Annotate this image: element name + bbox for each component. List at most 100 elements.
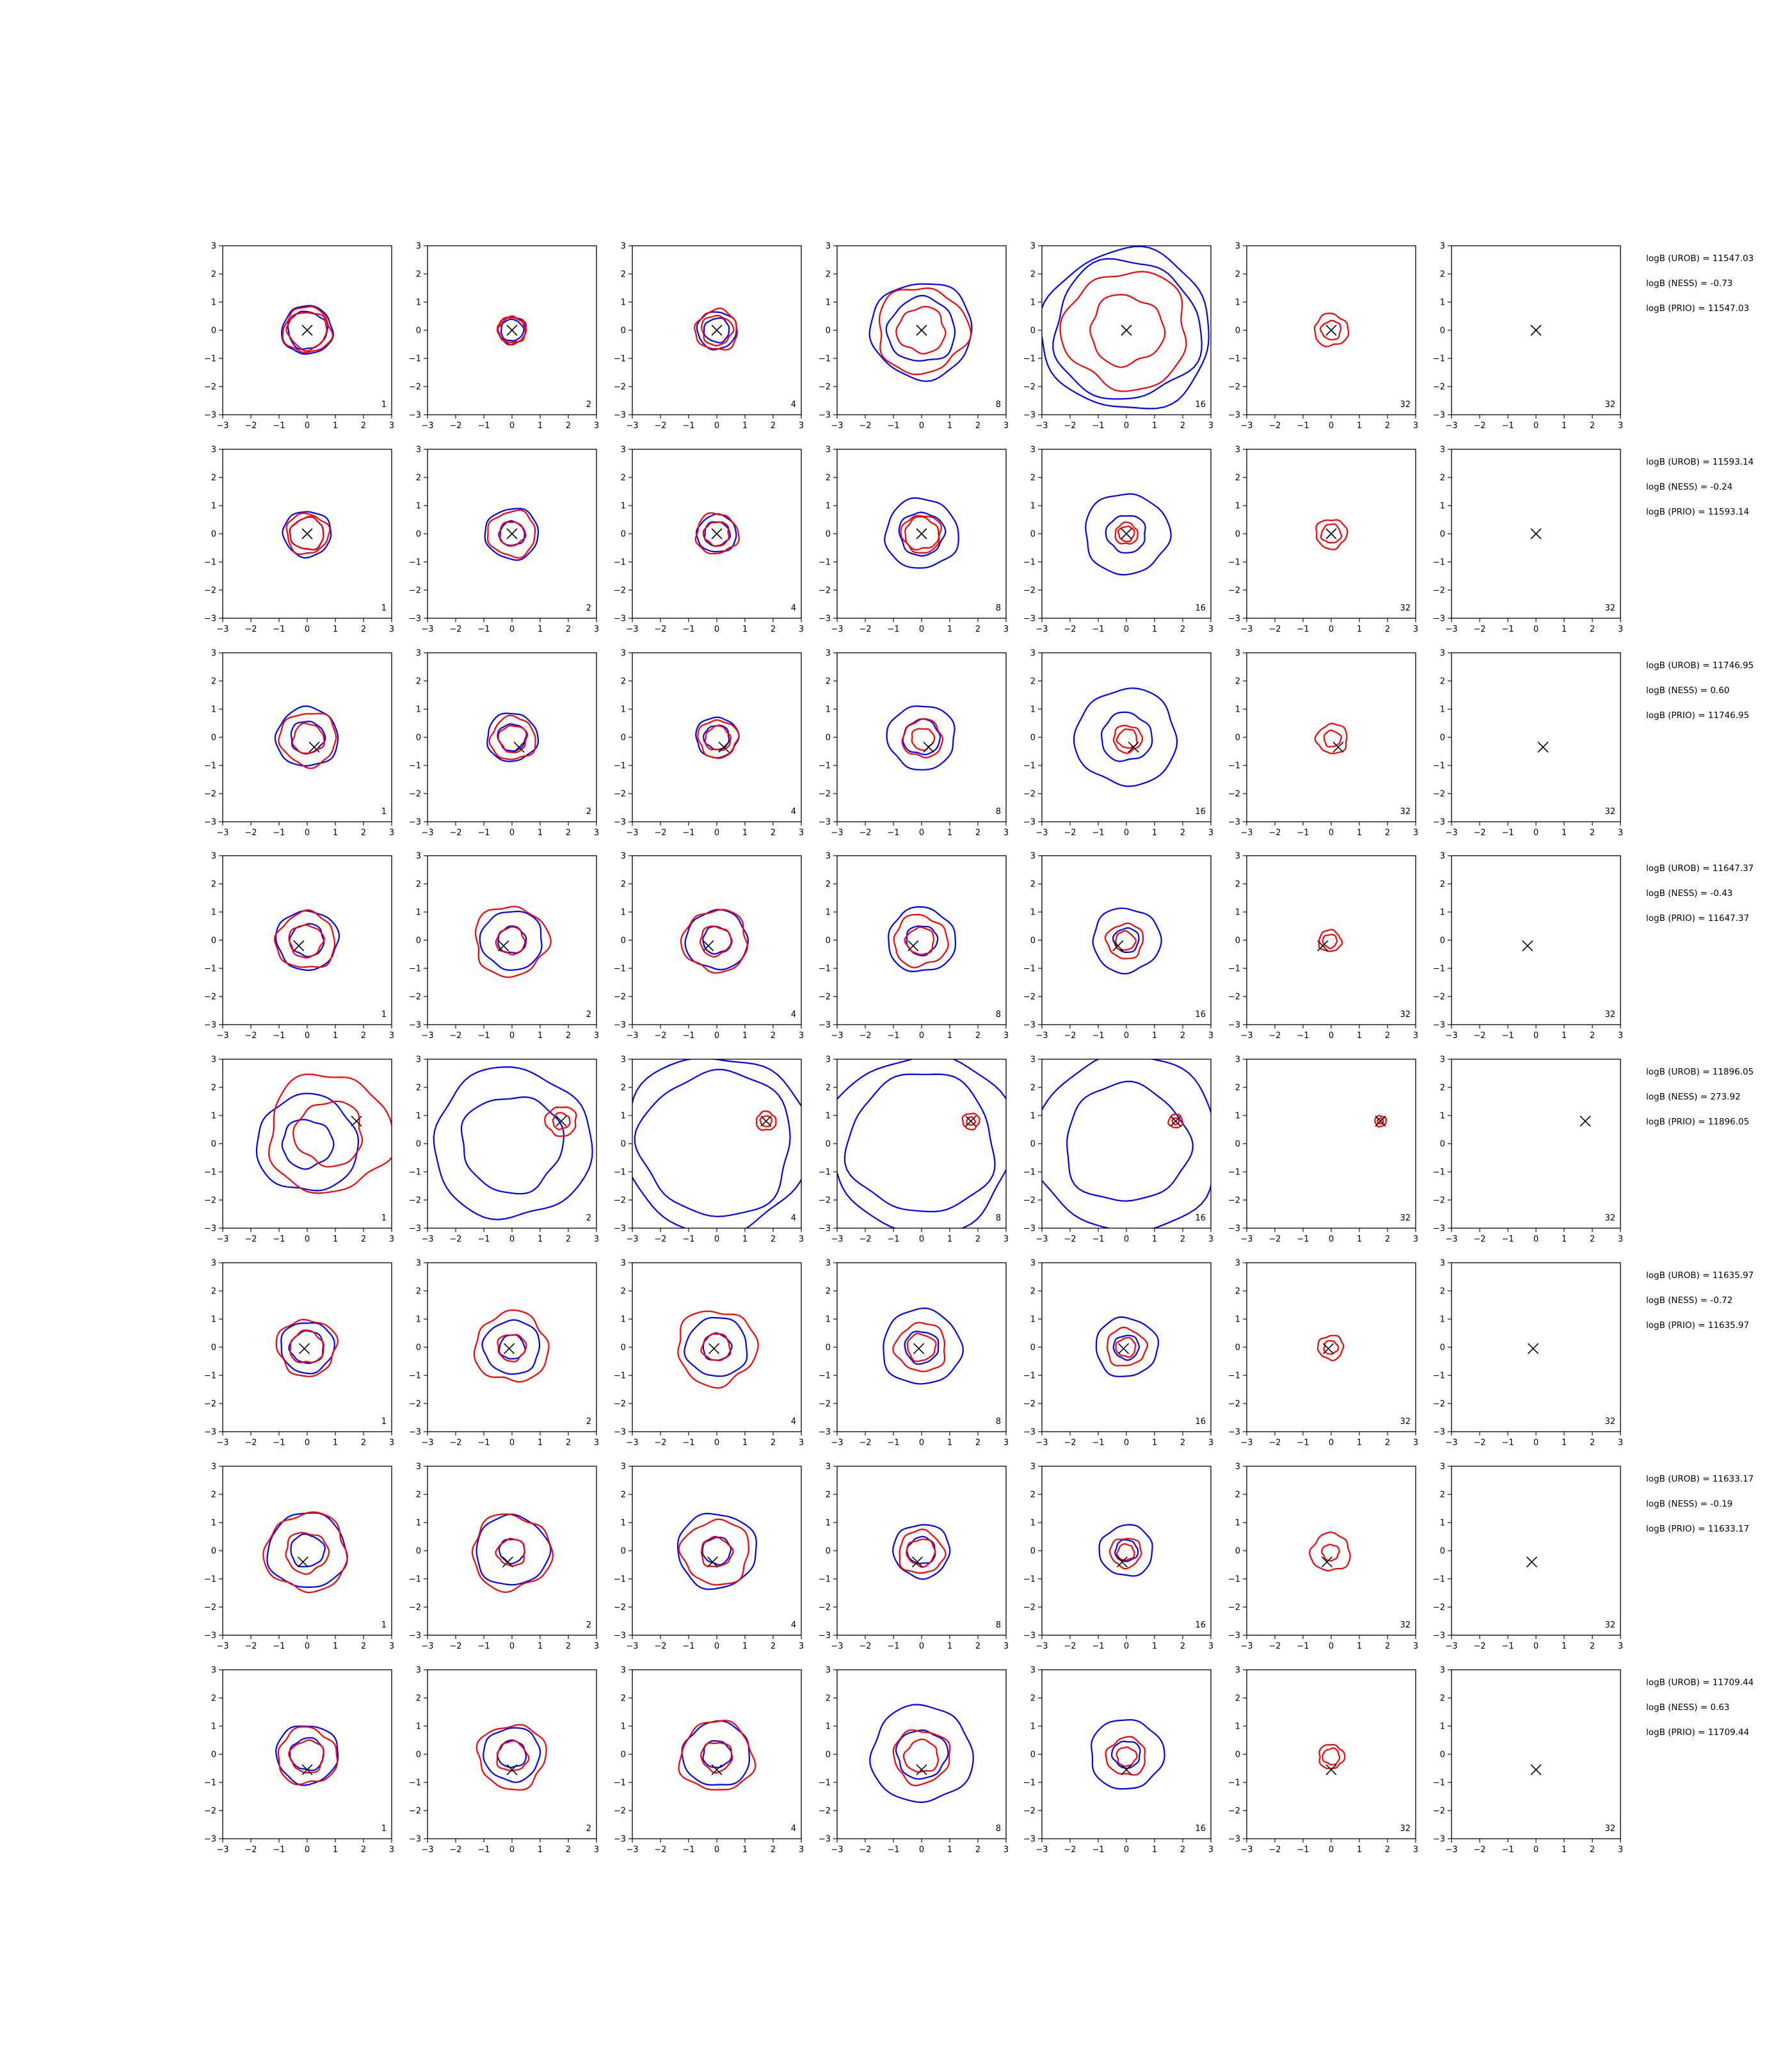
y-tick-label: 1 [1030, 298, 1036, 308]
x-tick-label: 1 [742, 625, 748, 634]
contour-panel: −3−3 −2 −2 −1 −1 0 0 1 1 2 2 3 3 8 [819, 445, 1009, 635]
x-tick-label: 3 [1004, 1235, 1009, 1244]
y-tick-label: −3 [1433, 818, 1445, 828]
x-tick-label: 1 [1562, 1438, 1567, 1448]
axes-frame [836, 855, 1007, 1025]
x-tick-label: −3 [216, 1845, 228, 1855]
plot-area [273, 909, 340, 972]
true-value-marker [504, 1343, 515, 1354]
y-tick-label: −2 [1433, 383, 1445, 392]
x-tick-label: −1 [682, 828, 694, 838]
y-tick-label: 2 [1030, 1491, 1036, 1500]
plot-area [255, 1073, 392, 1194]
axes-frame [1451, 1669, 1621, 1839]
x-tick-label: 2 [771, 1235, 776, 1244]
true-value-marker [711, 1764, 723, 1775]
y-tick-label: 0 [1235, 936, 1240, 946]
y-tick-label: 1 [211, 1722, 216, 1732]
y-tick-label: 1 [1030, 1315, 1036, 1325]
x-tick-label: 1 [333, 1642, 338, 1651]
y-tick-label: −3 [204, 1224, 216, 1234]
x-tick-label: 0 [919, 1438, 924, 1448]
x-tick-label: 2 [566, 625, 571, 634]
x-tick-label: −2 [859, 1438, 871, 1448]
axes-frame [1246, 1669, 1416, 1839]
x-tick-label: 3 [389, 1642, 394, 1651]
y-tick-label: 2 [1235, 1287, 1240, 1297]
true-value-marker [498, 940, 509, 952]
y-tick-label: 3 [1030, 649, 1036, 659]
red-contour [1116, 728, 1138, 749]
red-contour [1315, 519, 1348, 550]
plot-area [1095, 1316, 1160, 1377]
y-tick-label: −2 [1433, 586, 1445, 596]
panel-label: 1 [381, 1620, 387, 1630]
true-value-marker [301, 1764, 313, 1775]
y-tick-label: −1 [409, 1168, 421, 1178]
x-tick-label: 2 [1590, 1235, 1595, 1244]
plot-area [680, 909, 749, 974]
y-tick-label: −3 [614, 1224, 626, 1234]
y-tick-label: 1 [416, 705, 421, 715]
panel-label: 2 [586, 1010, 591, 1020]
x-tick-label: 1 [947, 421, 952, 431]
plot-area [282, 511, 332, 559]
axes-frame [1041, 1262, 1212, 1432]
x-tick-label: −2 [244, 421, 257, 431]
y-tick-label: −1 [204, 1575, 216, 1585]
y-tick-label: −2 [819, 790, 831, 799]
x-tick-label: 3 [1618, 421, 1623, 431]
y-tick-label: −1 [204, 1779, 216, 1788]
x-tick-label: −3 [626, 1438, 638, 1448]
panel-label: 16 [1195, 1620, 1206, 1630]
contour-panel: −3−3 −2 −2 −1 −1 0 0 1 1 2 2 3 3 8 [819, 649, 1009, 838]
true-value-marker [1375, 1116, 1386, 1127]
x-tick-label: 2 [566, 421, 571, 431]
red-contour [700, 1535, 734, 1568]
y-tick-label: −3 [614, 1835, 626, 1844]
blue-contour [702, 1740, 733, 1768]
blue-contour [885, 294, 956, 362]
plot-area [1318, 1743, 1346, 1770]
contour-panel: −3−3 −2 −2 −1 −1 0 0 1 1 2 2 3 3 1 [204, 1666, 394, 1855]
x-tick-label: 1 [947, 1845, 952, 1855]
y-tick-label: 0 [1030, 936, 1036, 946]
y-tick-label: 1 [826, 705, 831, 715]
y-tick-label: 1 [621, 908, 626, 918]
x-tick-label: −1 [682, 421, 694, 431]
y-tick-label: 0 [1440, 936, 1445, 946]
contour-panel: −3−3 −2 −2 −1 −1 0 0 1 1 2 2 3 3 16 [1023, 852, 1213, 1041]
panel-label: 32 [1604, 1620, 1615, 1630]
x-tick-label: −1 [1501, 828, 1514, 838]
red-contour [701, 314, 735, 347]
y-tick-label: 1 [211, 1519, 216, 1528]
x-tick-label: −3 [1036, 1438, 1048, 1448]
x-tick-label: 1 [538, 828, 543, 838]
y-tick-label: −1 [1023, 1575, 1036, 1585]
true-value-marker [913, 1343, 925, 1354]
y-tick-label: 3 [211, 1462, 216, 1472]
x-tick-label: 0 [509, 1031, 515, 1041]
blue-contour [677, 1512, 757, 1590]
blue-contour [1095, 1316, 1160, 1377]
x-tick-label: −2 [244, 1845, 257, 1855]
x-tick-label: −1 [1092, 1235, 1104, 1244]
y-tick-label: 3 [621, 649, 626, 659]
x-tick-label: 1 [333, 1235, 338, 1244]
panel-label: 8 [996, 400, 1001, 410]
x-tick-label: −3 [626, 625, 638, 634]
red-contour [906, 1332, 937, 1363]
x-tick-label: −1 [1092, 1845, 1104, 1855]
x-tick-label: 3 [799, 1031, 804, 1041]
x-tick-label: −1 [887, 421, 899, 431]
x-tick-label: −1 [477, 1438, 490, 1448]
x-tick-label: 0 [714, 828, 719, 838]
contour-panel: −3−3 −2 −2 −1 −1 0 0 1 1 2 2 3 3 16 [1023, 1666, 1213, 1855]
x-tick-label: 2 [1180, 828, 1185, 838]
x-tick-label: 0 [1124, 1845, 1129, 1855]
y-tick-label: −2 [614, 993, 626, 1002]
logb-stat: logB (PRIO) = 11709.44 [1646, 1727, 1749, 1738]
x-tick-label: −1 [477, 1031, 490, 1041]
y-tick-label: −1 [614, 355, 626, 364]
red-contour [476, 1724, 547, 1791]
